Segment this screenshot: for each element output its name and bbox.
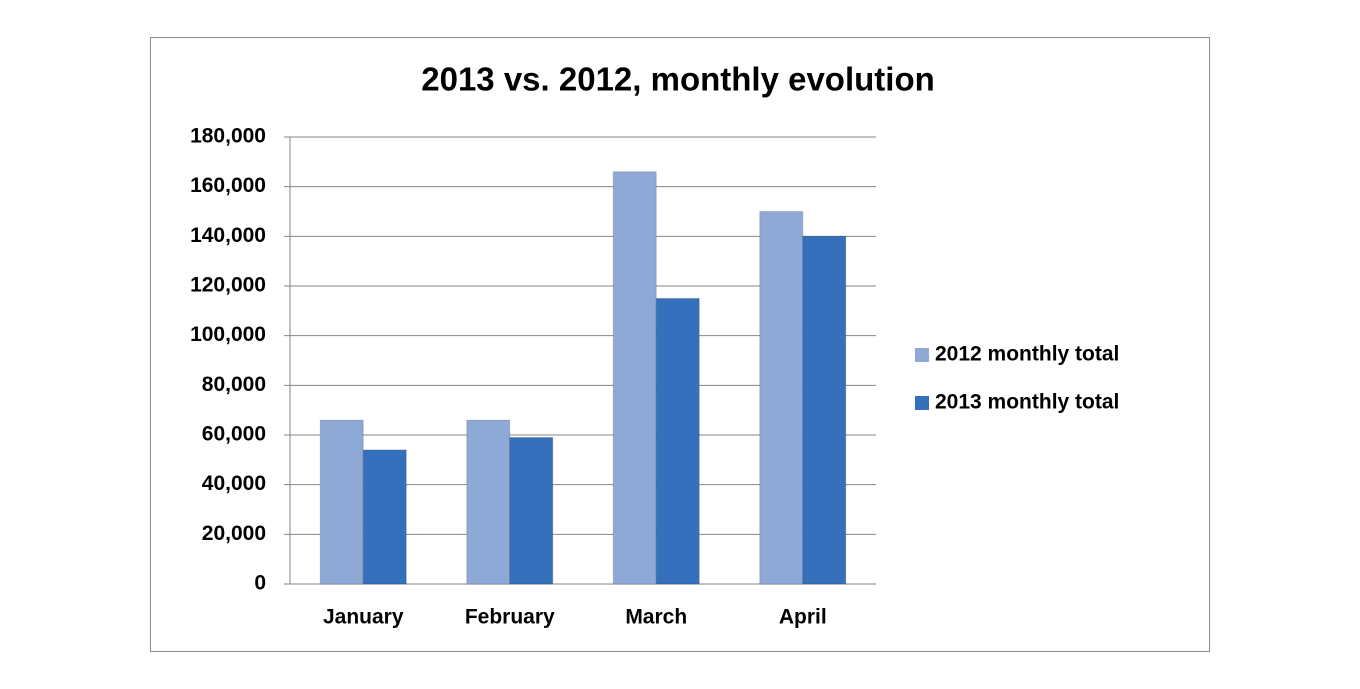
- y-tick-label: 140,000: [190, 224, 266, 247]
- y-tick-label: 100,000: [190, 323, 266, 346]
- x-tick-label: March: [625, 606, 687, 629]
- y-tick-label: 80,000: [202, 373, 266, 396]
- bar: [759, 211, 804, 585]
- bar: [362, 449, 407, 585]
- x-tick-label: April: [779, 606, 827, 629]
- y-tick-label: 160,000: [190, 174, 266, 197]
- legend-label: 2012 monthly total: [935, 343, 1119, 366]
- y-tick-label: 60,000: [202, 423, 266, 446]
- bar: [509, 436, 554, 585]
- x-tick-label: January: [323, 606, 404, 629]
- bar: [802, 235, 847, 585]
- y-tick-label: 0: [254, 572, 266, 595]
- bar: [319, 419, 364, 585]
- chart-title: 2013 vs. 2012, monthly evolution: [421, 61, 935, 98]
- bar: [612, 171, 657, 585]
- y-tick-label: 180,000: [190, 125, 266, 148]
- bar: [655, 297, 700, 585]
- x-tick-label: February: [465, 606, 555, 629]
- y-tick-label: 120,000: [190, 274, 266, 297]
- bar: [466, 419, 511, 585]
- legend-swatch: [915, 396, 929, 410]
- legend-swatch: [915, 348, 929, 362]
- legend-label: 2013 monthly total: [935, 391, 1119, 414]
- y-tick-label: 20,000: [202, 522, 266, 545]
- y-tick-label: 40,000: [202, 472, 266, 495]
